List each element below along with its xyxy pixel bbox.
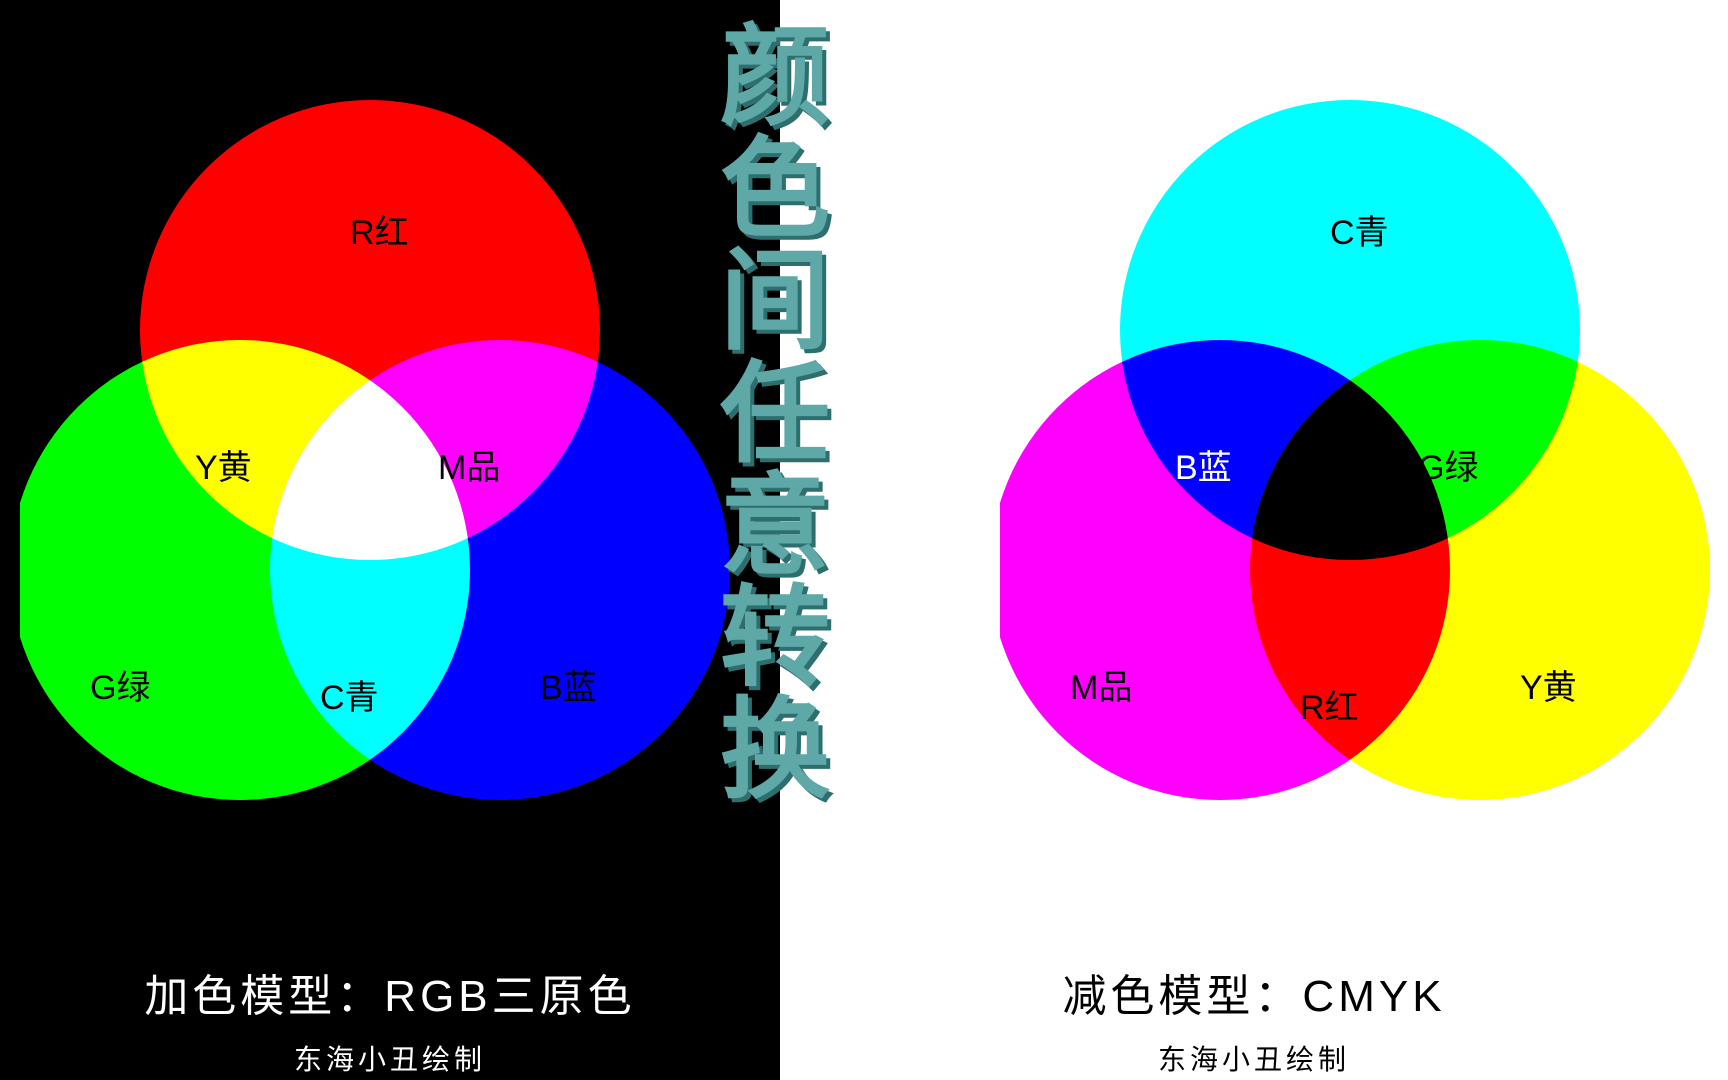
venn-label: C青 (1330, 205, 1389, 254)
venn-label: B蓝 (1175, 440, 1232, 489)
venn-label: Y黄 (195, 440, 252, 489)
rgb-caption-title: 加色模型：RGB三原色 (0, 960, 780, 1024)
rgb-venn (20, 40, 760, 860)
venn-label: R红 (1300, 680, 1359, 729)
rgb-caption-credit: 东海小丑绘制 (0, 1038, 780, 1078)
venn-circle-right (1250, 340, 1710, 800)
rgb-panel: R红 Y黄 M品 G绿 C青 B蓝 加色模型：RGB三原色 东海小丑绘制 (0, 0, 780, 1080)
cmyk-panel: C青 B蓝 G绿 M品 R红 Y黄 减色模型：CMYK 东海小丑绘制 (780, 0, 1728, 1080)
diagram-canvas: R红 Y黄 M品 G绿 C青 B蓝 加色模型：RGB三原色 东海小丑绘制 C青 B蓝 G绿 M品… (0, 0, 1728, 1080)
venn-label: M品 (1070, 660, 1132, 709)
cmyk-caption-credit: 东海小丑绘制 (780, 1038, 1728, 1078)
vertical-title: 颜 色 间 任 意 转 换 (720, 22, 830, 807)
venn-label: G绿 (90, 660, 150, 709)
venn-label: M品 (438, 440, 500, 489)
venn-label: G绿 (1418, 440, 1478, 489)
venn-label: B蓝 (540, 660, 597, 709)
venn-label: Y黄 (1520, 660, 1577, 709)
rgb-caption: 加色模型：RGB三原色 东海小丑绘制 (0, 960, 780, 1078)
cmyk-caption: 减色模型：CMYK 东海小丑绘制 (780, 960, 1728, 1078)
cmyk-venn (1000, 40, 1728, 860)
venn-label: R红 (350, 205, 409, 254)
venn-circle-right (270, 340, 730, 800)
cmyk-caption-title: 减色模型：CMYK (780, 960, 1728, 1024)
venn-label: C青 (320, 670, 379, 719)
